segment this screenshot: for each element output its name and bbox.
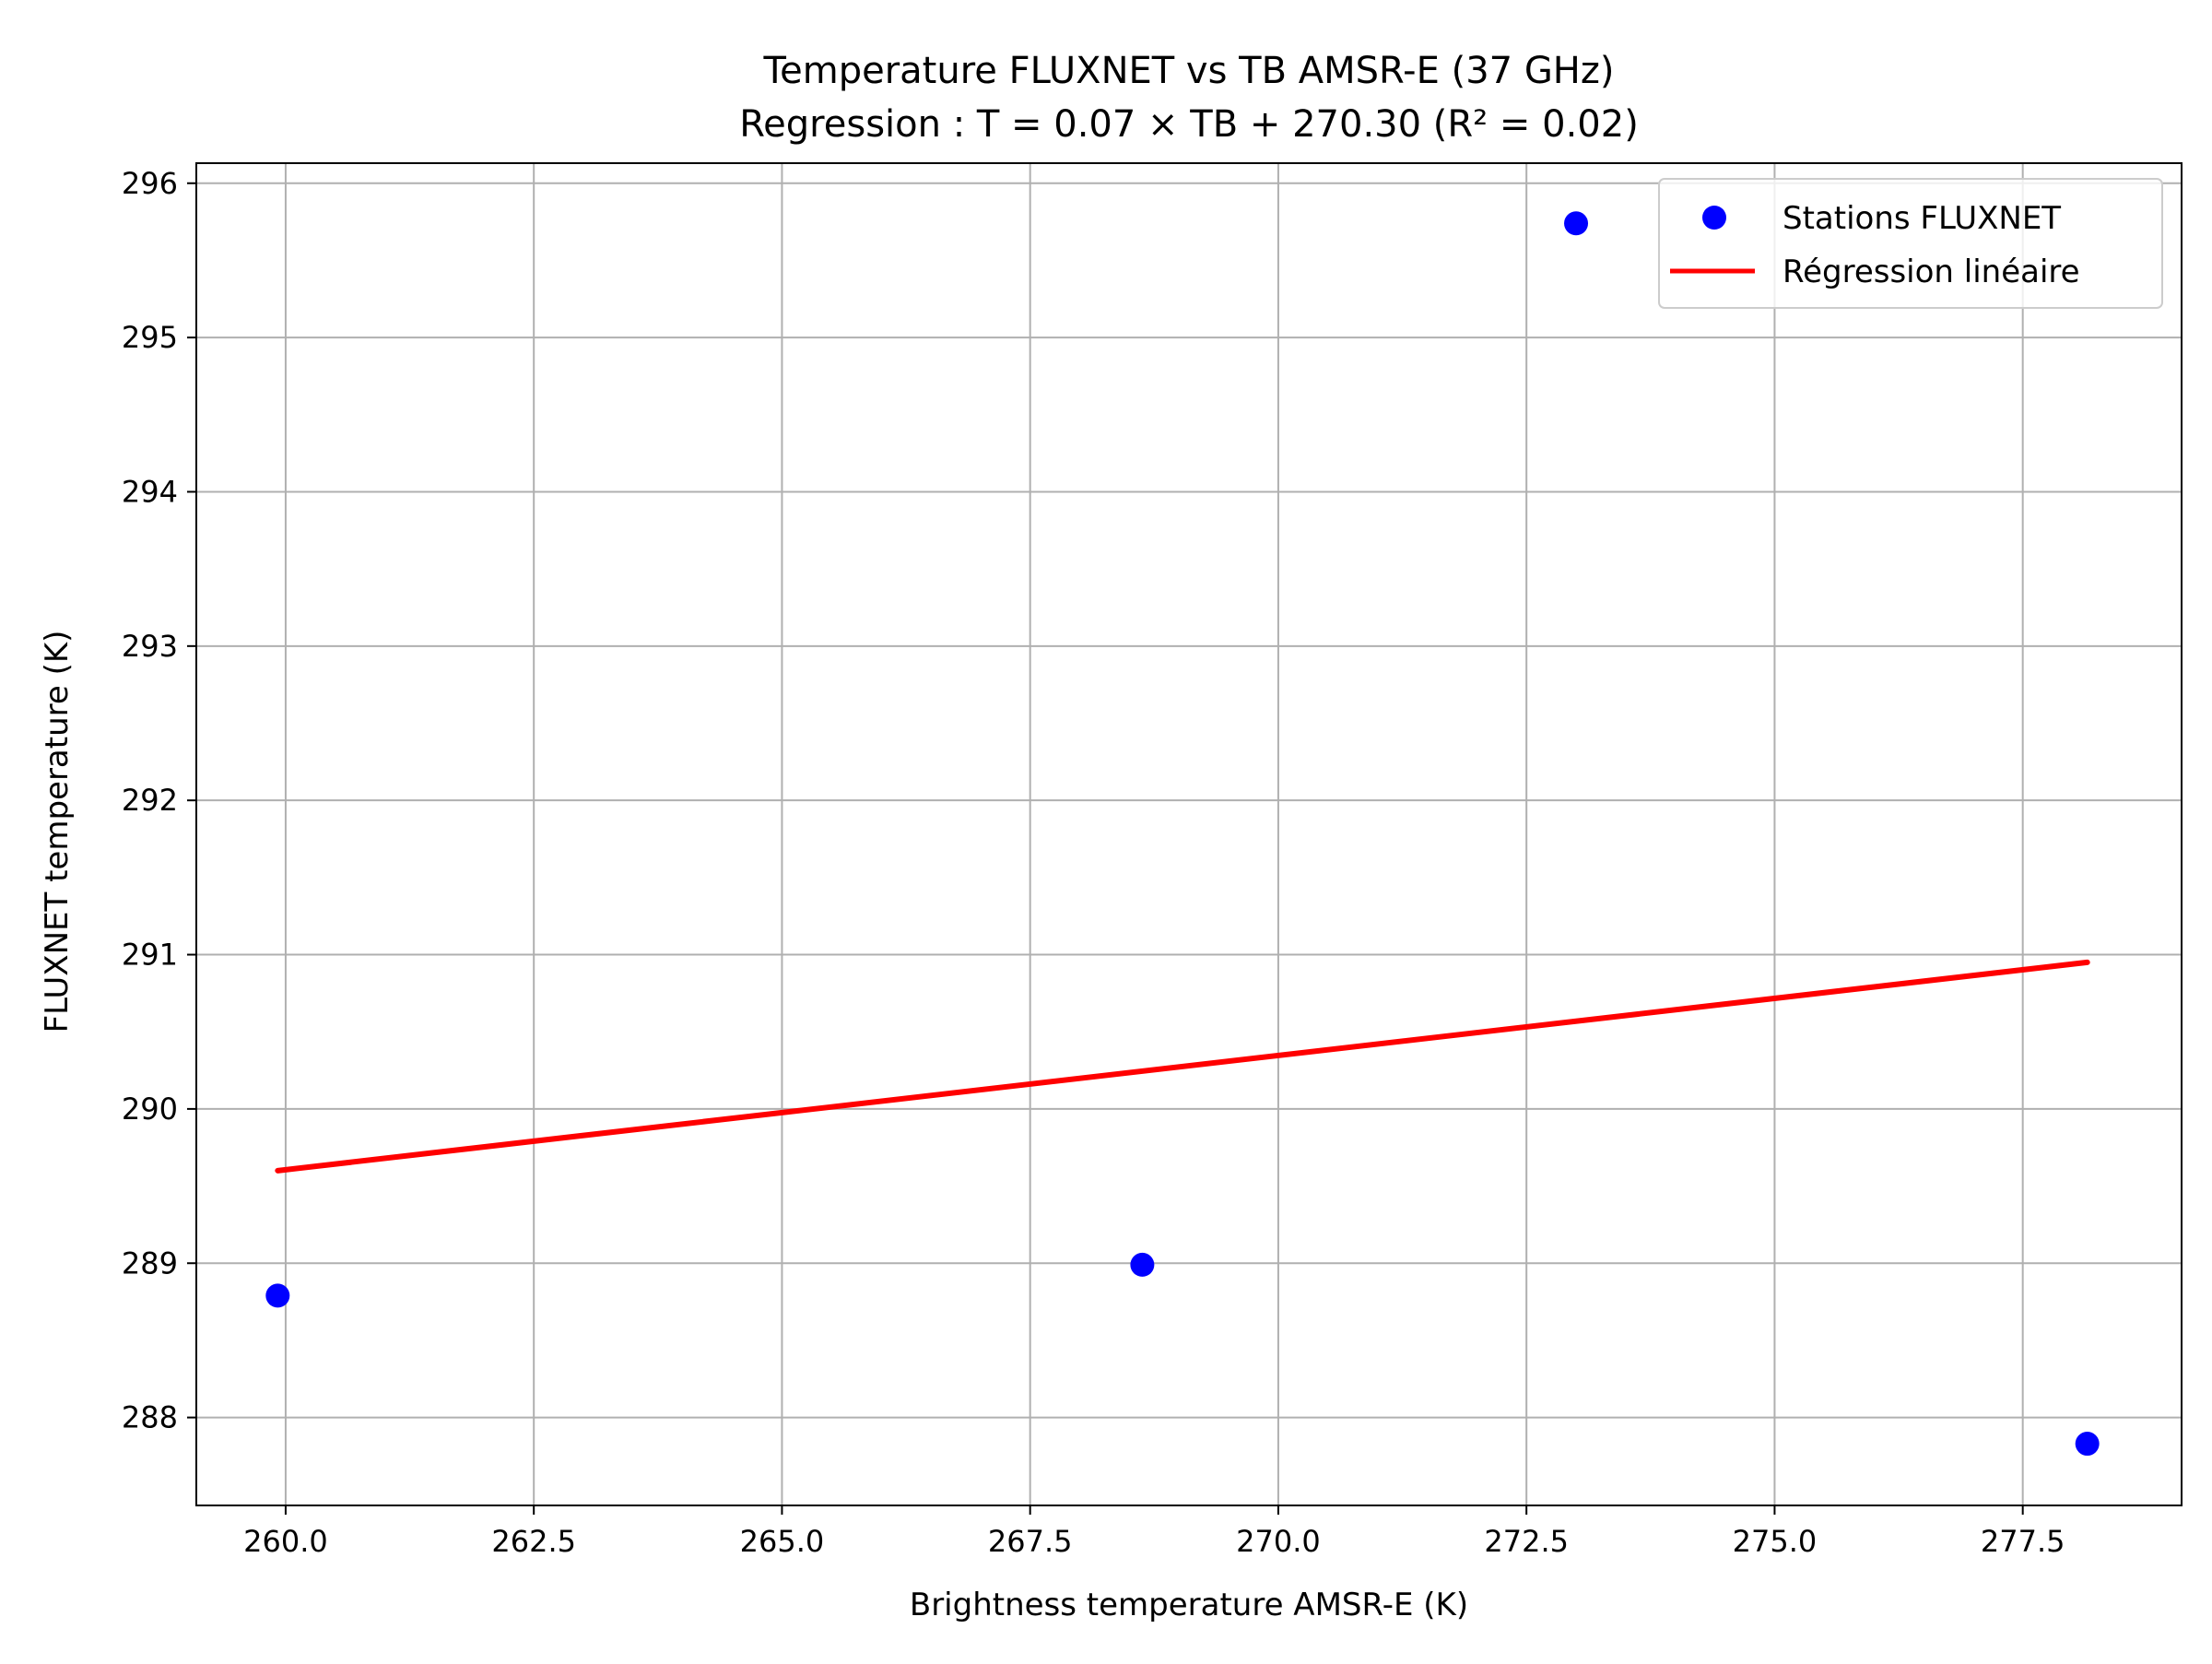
y-tick-label: 288 [122, 1400, 178, 1435]
y-tick-label: 291 [122, 938, 178, 973]
legend: Stations FLUXNET Régression linéaire [1658, 178, 2163, 309]
x-tick-label: 267.5 [988, 1524, 1073, 1559]
x-tick-label: 277.5 [1981, 1524, 2065, 1559]
y-tick-label: 294 [122, 474, 178, 509]
y-tick-label: 290 [122, 1092, 178, 1127]
station-point [265, 1283, 290, 1308]
x-axis-ticks: 260.0 262.5 265.0 267.5 270.0 272.5 275.0 277.5 [243, 1505, 2065, 1559]
y-tick-label: 289 [122, 1245, 178, 1280]
scatter-points [265, 211, 2100, 1457]
x-tick-label: 275.0 [1733, 1524, 1818, 1559]
plot-frame [195, 162, 2183, 1506]
station-point [1130, 1252, 1155, 1277]
x-tick-label: 265.0 [740, 1524, 825, 1559]
y-tick-label: 295 [122, 320, 178, 355]
x-tick-label: 260.0 [243, 1524, 328, 1559]
legend-box [1658, 178, 2163, 309]
y-tick-label: 296 [122, 166, 178, 201]
legend-marker-stations [1702, 206, 1726, 230]
chart-title: Temperature FLUXNET vs TB AMSR-E (37 GHz… [763, 50, 1615, 92]
x-axis-label: Brightness temperature AMSR-E (K) [910, 1587, 1468, 1623]
legend-label-regression: Régression linéaire [1783, 254, 2080, 290]
y-tick-label: 293 [122, 629, 178, 664]
grid-lines [196, 163, 2182, 1505]
station-point [1564, 211, 1589, 236]
regression-line [275, 959, 2090, 1174]
y-axis-label: FLUXNET temperature (K) [39, 631, 76, 1033]
regression-layer [275, 959, 2090, 1174]
x-tick-label: 270.0 [1236, 1524, 1321, 1559]
x-tick-label: 272.5 [1484, 1524, 1569, 1559]
station-point [2075, 1432, 2100, 1457]
legend-label-stations: Stations FLUXNET [1783, 200, 2061, 237]
y-axis-ticks: 288 289 290 291 292 293 294 295 296 [122, 166, 196, 1435]
x-tick-label: 262.5 [491, 1524, 576, 1559]
y-tick-label: 292 [122, 783, 178, 818]
chart-subtitle: Regression : T = 0.07 × TB + 270.30 (R² … [739, 103, 1639, 146]
